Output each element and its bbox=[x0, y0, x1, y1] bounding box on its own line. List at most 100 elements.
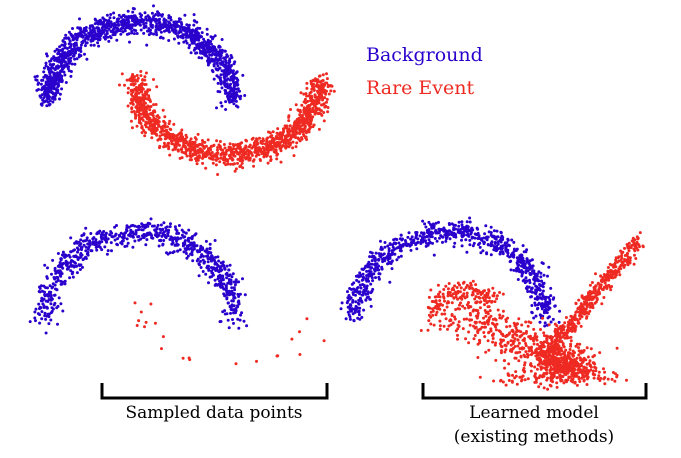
background-point bbox=[196, 250, 200, 254]
rare-event-point bbox=[178, 143, 181, 147]
rare-event-point bbox=[233, 169, 237, 173]
background-point bbox=[241, 73, 245, 77]
background-point bbox=[530, 310, 534, 314]
background-point bbox=[160, 14, 164, 18]
background-point bbox=[69, 53, 72, 56]
background-point bbox=[64, 64, 68, 68]
rare-event-point bbox=[474, 295, 478, 299]
background-point bbox=[205, 54, 209, 58]
rare-event-point bbox=[180, 150, 184, 154]
rare-event-point bbox=[498, 291, 502, 294]
rare-event-point bbox=[486, 312, 490, 316]
background-point bbox=[208, 247, 212, 251]
background-point bbox=[448, 223, 451, 227]
background-point bbox=[134, 29, 138, 33]
background-point bbox=[142, 233, 146, 236]
background-point bbox=[348, 287, 352, 290]
rare-event-point bbox=[443, 299, 446, 303]
rare-event-point bbox=[503, 359, 506, 363]
background-point bbox=[208, 257, 212, 261]
rare-event-point bbox=[451, 292, 455, 296]
rare-event-point bbox=[438, 319, 442, 323]
rare-event-point bbox=[315, 80, 319, 84]
rare-event-point bbox=[276, 127, 280, 131]
rare-event-point bbox=[303, 97, 307, 101]
background-point bbox=[484, 236, 488, 240]
background-point bbox=[521, 244, 525, 248]
rare-event-point bbox=[163, 121, 167, 125]
background-point bbox=[369, 266, 373, 270]
background-point bbox=[129, 228, 133, 232]
background-point bbox=[64, 56, 68, 60]
rare-event-point bbox=[140, 106, 144, 110]
background-point bbox=[227, 61, 231, 65]
background-point bbox=[490, 240, 494, 244]
background-point bbox=[64, 33, 68, 37]
rare-event-point bbox=[287, 145, 291, 149]
rare-event-point bbox=[513, 356, 517, 360]
background-point bbox=[109, 20, 113, 24]
background-point bbox=[108, 16, 112, 20]
rare-event-point bbox=[608, 285, 612, 289]
rare-event-point bbox=[210, 144, 214, 148]
rare-event-point bbox=[309, 79, 313, 83]
background-point bbox=[68, 276, 72, 280]
rare-event-point bbox=[238, 165, 242, 169]
rare-event-point bbox=[193, 157, 197, 161]
rare-event-point bbox=[275, 153, 279, 157]
background-point bbox=[83, 239, 87, 243]
rare-event-point bbox=[156, 138, 160, 142]
background-point bbox=[134, 23, 138, 26]
rare-event-point bbox=[493, 343, 497, 347]
background-point bbox=[171, 239, 175, 243]
background-point bbox=[351, 291, 355, 295]
background-point bbox=[427, 220, 431, 224]
background-point bbox=[465, 220, 469, 224]
rare-event-point bbox=[427, 295, 431, 299]
background-point bbox=[102, 230, 106, 233]
rare-event-point bbox=[143, 75, 147, 79]
background-point bbox=[233, 283, 237, 287]
rare-event-point bbox=[438, 327, 442, 331]
rare-event-point bbox=[163, 115, 167, 119]
rare-event-point bbox=[159, 137, 163, 141]
background-point bbox=[42, 297, 46, 301]
background-point bbox=[54, 66, 58, 70]
background-point bbox=[143, 11, 147, 15]
background-point bbox=[53, 97, 57, 101]
background-point bbox=[220, 86, 224, 90]
background-point bbox=[138, 225, 142, 229]
background-point bbox=[125, 32, 129, 36]
background-point bbox=[522, 250, 526, 254]
rare-event-point bbox=[271, 146, 275, 150]
background-point bbox=[212, 258, 216, 262]
background-point bbox=[365, 279, 369, 283]
rare-event-point bbox=[514, 370, 518, 374]
background-point bbox=[350, 307, 354, 311]
background-point bbox=[42, 96, 46, 100]
background-point bbox=[431, 222, 435, 226]
rare-event-point bbox=[135, 124, 139, 128]
background-point bbox=[530, 258, 534, 262]
rare-event-point bbox=[160, 128, 164, 132]
rare-event-point bbox=[313, 104, 317, 108]
background-point bbox=[205, 32, 209, 36]
background-point bbox=[350, 282, 354, 286]
background-point bbox=[452, 231, 456, 235]
background-point bbox=[192, 40, 196, 44]
rare-event-point bbox=[137, 96, 141, 100]
background-point bbox=[234, 99, 238, 103]
background-point bbox=[216, 90, 220, 93]
background-point bbox=[204, 239, 208, 243]
rare-event-point bbox=[488, 299, 492, 303]
background-point bbox=[494, 249, 498, 253]
background-point bbox=[128, 26, 132, 30]
background-point bbox=[84, 226, 88, 230]
background-point bbox=[220, 38, 224, 41]
background-point bbox=[161, 227, 165, 231]
rare-event-point bbox=[448, 319, 452, 323]
rare-event-point bbox=[120, 72, 124, 76]
background-point bbox=[96, 245, 100, 248]
background-point bbox=[59, 302, 63, 306]
rare-event-point bbox=[155, 128, 159, 131]
